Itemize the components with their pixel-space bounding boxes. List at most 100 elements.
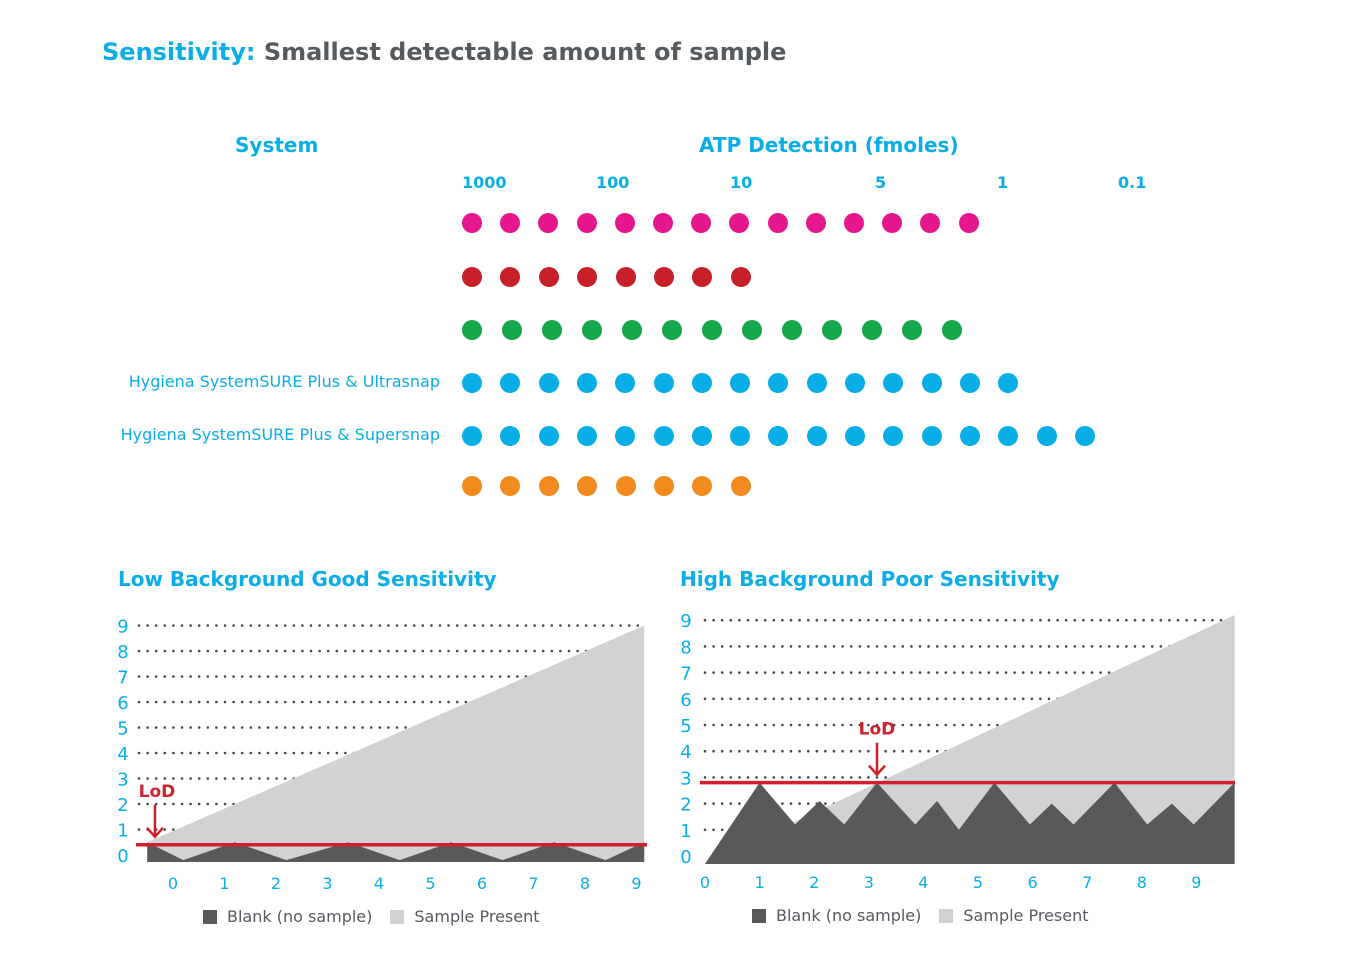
atp-tick-label: 10: [730, 173, 753, 192]
y-tick-label: 7: [117, 668, 128, 689]
y-tick-label: 0: [117, 846, 128, 867]
detection-dot: [622, 320, 642, 340]
detection-dot: [500, 373, 521, 393]
detection-dot: [959, 373, 980, 393]
detection-dot: [462, 373, 482, 393]
title-highlight: Sensitivity:: [102, 38, 256, 66]
detection-dot: [654, 476, 674, 496]
detection-dot: [538, 476, 559, 496]
system-column-header: System: [235, 133, 319, 157]
detection-dot: [500, 426, 521, 446]
detection-dot: [845, 426, 865, 446]
system-label: Hygiena SystemSURE Plus & Ultrasnap: [128, 372, 440, 391]
x-tick-label: 4: [374, 874, 384, 893]
x-tick-label: 3: [322, 874, 332, 893]
blank-area: [147, 842, 645, 862]
detection-dot: [691, 426, 712, 446]
detection-dot: [921, 373, 942, 393]
y-tick-label: 5: [117, 719, 128, 740]
atp-tick-label: 100: [596, 173, 630, 192]
detection-dot: [500, 476, 521, 496]
y-tick-label: 8: [680, 637, 691, 658]
detection-dot: [615, 267, 636, 287]
y-tick-label: 0: [680, 847, 691, 868]
detection-dot: [500, 213, 521, 233]
detection-dot: [615, 426, 636, 446]
detection-dot: [998, 373, 1019, 393]
y-tick-label: 8: [117, 642, 128, 663]
blank-area: [705, 782, 1235, 864]
detection-dot: [576, 213, 597, 233]
detection-dot: [959, 426, 980, 446]
detection-dot: [576, 426, 597, 446]
detection-dot: [462, 213, 482, 233]
y-tick-label: 3: [117, 770, 128, 791]
y-tick-label: 3: [680, 768, 691, 789]
x-tick-label: 5: [425, 874, 435, 893]
detection-dot: [862, 320, 882, 340]
detection-dot: [882, 213, 903, 233]
detection-dot: [782, 320, 802, 340]
legend-sample-label: Sample Present: [414, 907, 540, 926]
detection-dot: [806, 373, 827, 393]
detection-dot: [654, 267, 674, 287]
x-tick-label: 1: [755, 873, 765, 892]
detection-dot: [576, 373, 597, 393]
lod-label: LoD: [859, 720, 896, 740]
page-title: Sensitivity: Smallest detectable amount …: [102, 38, 786, 66]
detection-dot: [730, 267, 751, 287]
x-tick-label: 1: [219, 874, 229, 893]
low-background-title: Low Background Good Sensitivity: [118, 567, 497, 591]
legend-blank-label: Blank (no sample): [776, 906, 922, 925]
detection-dot: [692, 476, 713, 496]
legend-right: Blank (no sample) Sample Present: [752, 906, 1089, 925]
detection-dot: [942, 320, 962, 340]
detection-dot: [542, 320, 562, 340]
x-tick-label: 3: [864, 873, 874, 892]
detection-dot: [500, 267, 521, 287]
detection-dot: [921, 426, 942, 446]
detection-dot: [615, 476, 636, 496]
x-tick-label: 6: [1028, 873, 1038, 892]
high-background-title: High Background Poor Sensitivity: [680, 567, 1060, 591]
detection-dot: [577, 267, 598, 287]
detection-dot: [883, 373, 904, 393]
y-tick-label: 5: [680, 716, 691, 737]
legend-left: Blank (no sample) Sample Present: [203, 907, 540, 926]
y-tick-label: 9: [680, 611, 691, 632]
sample-present-area: [147, 625, 645, 862]
sample-swatch: [390, 909, 405, 924]
detection-dot: [462, 267, 482, 287]
detection-dot: [462, 476, 482, 496]
detection-dot: [767, 213, 788, 233]
detection-dot: [730, 476, 751, 496]
x-tick-label: 8: [1137, 873, 1147, 892]
detection-dot: [462, 426, 482, 446]
y-tick-label: 1: [680, 821, 691, 842]
detection-dot: [614, 213, 635, 233]
detection-dot: [730, 426, 751, 446]
y-tick-label: 9: [117, 617, 128, 638]
legend-sample-label: Sample Present: [963, 906, 1089, 925]
x-tick-label: 6: [477, 874, 487, 893]
y-tick-label: 7: [680, 664, 691, 685]
detection-dot: [822, 320, 842, 340]
detection-dot: [692, 267, 713, 287]
detection-dot: [742, 320, 762, 340]
detection-dot: [1036, 426, 1057, 446]
detection-dot: [662, 320, 682, 340]
blank-swatch: [203, 909, 217, 924]
title-rest: Smallest detectable amount of sample: [263, 38, 787, 66]
lod-arrow-head: [868, 764, 886, 777]
y-tick-label: 4: [117, 744, 128, 765]
detection-dot: [844, 213, 864, 233]
detection-dot: [538, 213, 559, 233]
detection-dot: [768, 373, 789, 393]
y-tick-label: 6: [680, 690, 691, 711]
detection-dot: [462, 320, 482, 340]
atp-detection-column-header: ATP Detection (fmoles): [699, 133, 959, 157]
y-tick-label: 6: [117, 693, 128, 714]
y-tick-label: 2: [680, 795, 691, 816]
lod-arrow-head: [146, 826, 164, 839]
